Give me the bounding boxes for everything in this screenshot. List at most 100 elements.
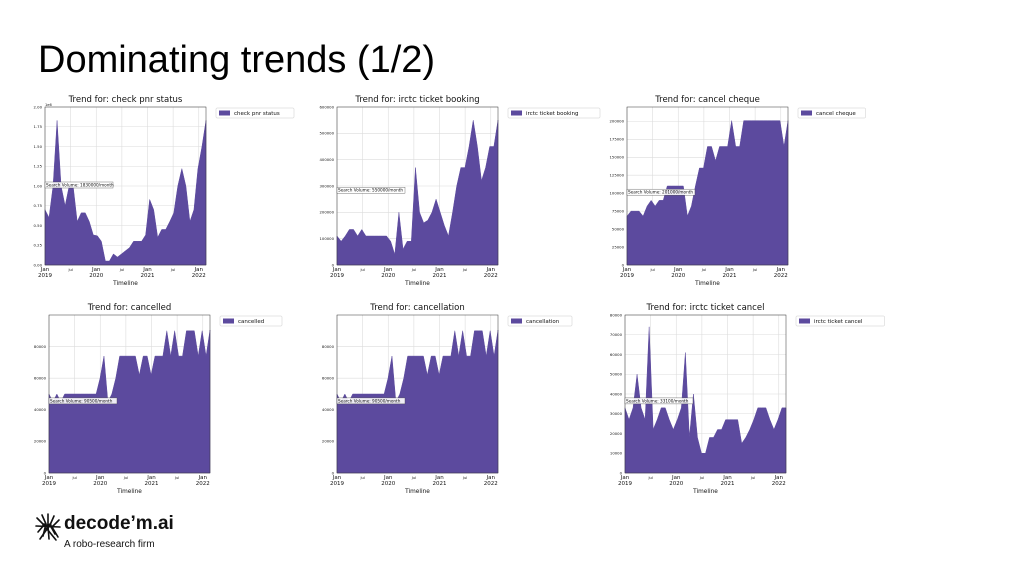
chart-irctc-ticket-cancel: Trend for: irctc ticket cancel Jan 2019 Jul… — [608, 302, 885, 502]
x-tick-label-line: 2022 — [774, 273, 788, 279]
y-tick-label: 75000 — [612, 208, 625, 213]
legend-swatch — [799, 318, 810, 324]
x-tick-label-line: 2022 — [196, 481, 210, 487]
x-tick-label-line: 2020 — [669, 481, 683, 487]
area-series — [336, 120, 499, 266]
annotation-box — [336, 187, 406, 194]
x-tick-label: Jul — [67, 268, 72, 272]
x-tick-label-line: Jul — [411, 476, 416, 480]
y-tick-label: 60000 — [34, 376, 47, 381]
x-tick-label-line: Jan — [434, 267, 444, 273]
y-tick-label: 200000 — [320, 210, 335, 215]
y-tick-label: 100000 — [320, 236, 335, 241]
x-tick-label: Jan 2021 — [721, 475, 735, 487]
x-tick-label-line: Jan — [44, 475, 54, 481]
y-tick-label: 20000 — [610, 431, 623, 436]
area-series — [44, 120, 207, 266]
x-tick-label-line: Jul — [462, 476, 467, 480]
x-tick-label: Jan 2021 — [433, 475, 447, 487]
legend-box — [507, 315, 573, 327]
x-tick-label-line: 2020 — [89, 273, 103, 279]
annotation-label: Search Volume: 550000/month — [338, 188, 403, 193]
chart-irctc-ticket-booking: Trend for: irctc ticket booking Jan 2019 Ju… — [320, 94, 601, 294]
x-tick-label-line: Jan — [622, 267, 632, 273]
y-tick-label: 0 — [620, 470, 623, 475]
x-tick-label-line: Jul — [699, 476, 704, 480]
x-tick-label-line: Jan — [776, 267, 786, 273]
y-tick-label: 150000 — [610, 155, 625, 160]
brain-icon — [35, 513, 61, 541]
x-tick-label: Jan 2022 — [484, 475, 498, 487]
y-tick-label: 175000 — [610, 137, 625, 142]
x-tick-label: Jan 2021 — [433, 267, 447, 279]
x-tick-label-line: 2020 — [381, 273, 395, 279]
x-tick-label: Jan 2020 — [381, 267, 395, 279]
x-tick-label-line: 2022 — [772, 481, 786, 487]
x-tick-label-line: 2021 — [433, 273, 447, 279]
y-tick-label: 50000 — [610, 372, 623, 377]
annotation-label: Search Volume: 201000/month — [628, 190, 693, 195]
x-axis-label: Timeline — [112, 281, 138, 287]
x-tick-label-line: Jan — [774, 475, 784, 481]
x-tick-label: Jan 2020 — [89, 267, 103, 279]
brand-name: decode’m.ai — [64, 513, 174, 534]
x-tick-label-line: 2022 — [192, 273, 206, 279]
chart-title: Trend for: cancelled — [87, 303, 172, 313]
x-axis-label: Timeline — [404, 489, 430, 495]
chart-title: Trend for: check pnr status — [68, 95, 183, 105]
x-tick-label: Jul — [170, 268, 175, 272]
x-tick-label: Jan 2022 — [774, 267, 788, 279]
y-tick-label: 0.25 — [34, 243, 43, 248]
legend-swatch — [219, 110, 230, 116]
x-tick-label: Jan 2019 — [620, 267, 634, 279]
y-tick-label: 125000 — [610, 173, 625, 178]
y-tick-label: 400000 — [320, 157, 335, 162]
y-tick-label: 500000 — [320, 131, 335, 136]
y-tick-label: 0.50 — [34, 223, 43, 228]
x-tick-label: Jul — [462, 268, 467, 272]
annotation-label: Search Volume: 33100/month — [626, 398, 689, 403]
x-tick-label-line: Jan — [198, 475, 208, 481]
y-scale-label: 1e6 — [45, 103, 52, 107]
y-tick-label: 60000 — [322, 376, 335, 381]
brand-tagline: A robo-research firm — [64, 539, 155, 550]
x-tick-label: Jul — [649, 268, 654, 272]
x-tick-label: Jul — [71, 476, 76, 480]
x-tick-label-line: 2019 — [42, 481, 56, 487]
legend-box — [797, 107, 866, 119]
x-tick-label-line: Jan — [383, 475, 393, 481]
plot-frame — [336, 106, 499, 266]
legend-swatch — [511, 110, 522, 116]
annotation-label: Search Volume: 1830000/month — [46, 182, 114, 187]
x-tick-label-line: Jan — [486, 267, 496, 273]
y-tick-label: 60000 — [610, 352, 623, 357]
x-tick-label-line: Jul — [359, 268, 364, 272]
plot-frame — [626, 106, 789, 266]
x-tick-label: Jan 2022 — [192, 267, 206, 279]
x-tick-label: Jul — [359, 268, 364, 272]
x-tick-label-line: 2021 — [433, 481, 447, 487]
annotation-box — [336, 397, 406, 405]
legend-box — [215, 107, 295, 119]
chart-check-pnr-status: Trend for: check pnr status Jan 2019 Jul Jan… — [28, 94, 303, 294]
x-tick-label-line: 2019 — [38, 273, 52, 279]
y-tick-label: 1.50 — [34, 144, 43, 149]
chart-svg: Trend for: check pnr status Jan 2019 Jul Jan… — [34, 95, 295, 287]
x-tick-label-line: 2020 — [381, 481, 395, 487]
x-tick-label-line: Jul — [67, 268, 72, 272]
x-tick-label: Jan 2019 — [330, 267, 344, 279]
y-tick-label: 10000 — [610, 451, 623, 456]
x-tick-label: Jan 2020 — [669, 475, 683, 487]
x-tick-label: Jan 2021 — [141, 267, 155, 279]
y-tick-label: 40000 — [610, 391, 623, 396]
y-tick-label: 1.00 — [34, 183, 43, 188]
x-tick-label: Jan 2019 — [38, 267, 52, 279]
x-tick-label: Jul — [119, 268, 124, 272]
x-tick-label-line: Jan — [95, 475, 105, 481]
legend-box — [507, 107, 601, 119]
x-tick-label: Jan 2020 — [93, 475, 107, 487]
y-tick-label: 25000 — [612, 244, 625, 249]
x-tick-label: Jul — [359, 476, 364, 480]
x-tick-label: Jul — [462, 476, 467, 480]
